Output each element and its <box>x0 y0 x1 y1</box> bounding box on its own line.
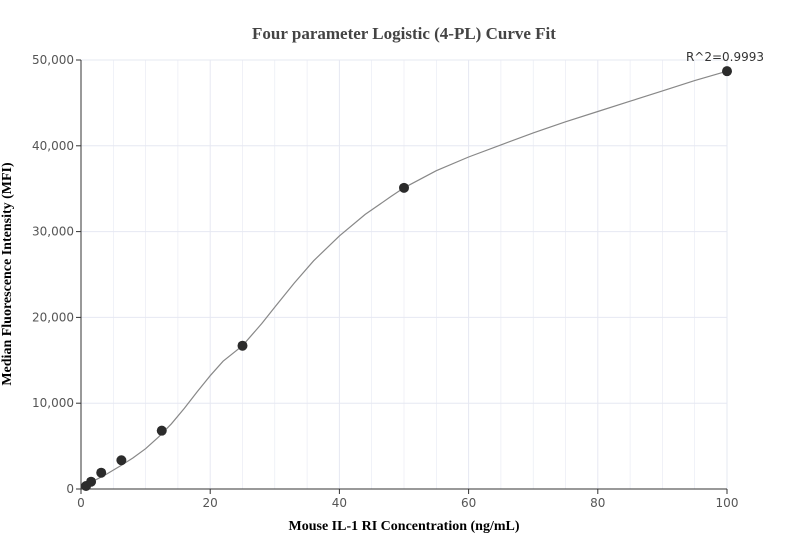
x-tick-label: 20 <box>203 496 218 510</box>
chart-title: Four parameter Logistic (4-PL) Curve Fit <box>252 24 556 43</box>
y-tick-label: 10,000 <box>32 396 74 410</box>
data-point <box>86 476 97 487</box>
data-point <box>399 182 409 193</box>
data-point <box>96 467 107 478</box>
axes <box>80 60 727 490</box>
data-points <box>81 66 732 491</box>
data-point <box>156 425 167 436</box>
y-tick-label: 20,000 <box>32 310 74 324</box>
x-axis-title: Mouse IL-1 RI Concentration (ng/mL) <box>289 519 520 534</box>
grid <box>80 59 728 490</box>
y-tick-label: 0 <box>66 482 74 496</box>
y-tick-label: 50,000 <box>32 53 74 67</box>
data-point <box>722 66 732 77</box>
data-point <box>116 455 127 466</box>
y-axis-title: Median Fluorescence Intensity (MFI) <box>0 162 15 386</box>
ticks: 0 20 40 60 80 100 0 10,000 20,000 30,000 40,000 50,… <box>32 53 738 510</box>
data-point <box>237 340 248 351</box>
x-tick-label: 60 <box>461 496 476 510</box>
r-squared-annotation: R^2=0.9993 <box>686 50 764 64</box>
y-tick-label: 30,000 <box>32 225 74 239</box>
y-tick-label: 40,000 <box>32 139 74 153</box>
x-tick-label: 40 <box>332 496 347 510</box>
x-tick-label: 80 <box>590 496 605 510</box>
fit-curve <box>83 70 728 488</box>
x-tick-label: 0 <box>77 496 85 510</box>
x-tick-label: 100 <box>716 496 739 510</box>
